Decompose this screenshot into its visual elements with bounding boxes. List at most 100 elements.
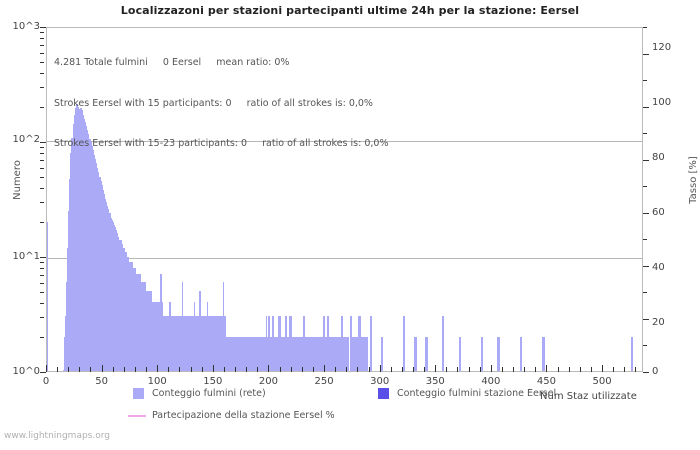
bar	[233, 336, 236, 371]
x-minor-tick	[201, 367, 203, 372]
bar	[122, 247, 124, 371]
bar	[144, 282, 147, 371]
bar	[293, 336, 297, 371]
legend-item-network[interactable]: Conteggio fulmini (rete)	[133, 388, 266, 399]
bar	[117, 233, 119, 371]
y-right-tick-40: 40	[652, 262, 665, 273]
x-minor-tick	[223, 367, 225, 372]
bar	[158, 302, 160, 371]
bar	[180, 316, 182, 371]
bar	[98, 172, 100, 371]
bar	[342, 336, 346, 371]
bar	[179, 316, 181, 371]
bar	[228, 336, 230, 371]
bar	[183, 316, 186, 371]
y-right-tick-120: 120	[652, 42, 672, 53]
bar	[90, 142, 92, 371]
bar	[166, 316, 168, 371]
bar	[137, 274, 139, 371]
bar	[309, 336, 312, 371]
x-tick-label: 0	[42, 376, 50, 387]
x-tick-mark	[490, 365, 492, 372]
bar	[336, 336, 339, 371]
x-minor-tick	[468, 367, 470, 372]
y-minor-tick	[40, 282, 44, 284]
bar	[132, 267, 134, 371]
bar	[216, 316, 218, 371]
y-minor-tick	[40, 262, 44, 264]
bar	[72, 123, 74, 371]
bar	[113, 224, 116, 371]
bar	[249, 336, 251, 371]
bar	[95, 162, 98, 371]
legend-label-station: Conteggio fulmini stazione Eersel	[397, 388, 557, 399]
bar	[192, 316, 194, 371]
bar	[351, 336, 354, 371]
x-minor-tick	[446, 367, 448, 372]
bar	[99, 176, 101, 371]
bar	[163, 316, 166, 371]
bar	[63, 336, 65, 371]
bar	[153, 302, 156, 371]
bar	[200, 316, 202, 371]
bar	[519, 336, 523, 371]
annotation-line-3: Strokes Eersel with 15-23 participants: …	[54, 138, 389, 149]
x-minor-tick	[457, 367, 459, 372]
x-minor-tick	[312, 367, 314, 372]
bar	[214, 316, 217, 371]
bar	[246, 336, 248, 371]
bar	[119, 239, 121, 371]
x-minor-tick	[624, 367, 626, 372]
bar	[148, 291, 150, 371]
bar	[142, 282, 144, 371]
x-tick-mark	[379, 365, 381, 372]
x-minor-tick	[290, 367, 292, 372]
bar	[300, 336, 303, 371]
bar	[70, 153, 72, 371]
bar	[241, 336, 243, 371]
bar	[100, 180, 102, 371]
bar	[230, 336, 232, 371]
bar	[305, 336, 308, 371]
bar	[135, 274, 138, 371]
bar	[164, 316, 167, 371]
bar	[181, 282, 183, 371]
y-minor-tick	[40, 32, 44, 34]
bar	[254, 336, 257, 371]
y-tick-1e2: 10^2	[12, 134, 40, 145]
bar	[222, 282, 225, 371]
y-right-minor-tick	[643, 133, 647, 135]
y-tick-1e3: 10^3	[12, 21, 40, 32]
gridline-1e1	[47, 258, 642, 259]
bar	[218, 316, 220, 371]
bar	[111, 219, 113, 371]
bar	[320, 336, 323, 371]
chart-title: Localizzazoni per stazioni partecipanti …	[120, 4, 580, 17]
bar	[151, 302, 153, 371]
bar	[316, 336, 319, 371]
bar	[184, 316, 187, 371]
bar	[541, 336, 545, 371]
bar	[77, 103, 79, 371]
bar	[267, 336, 269, 371]
y-minor-tick	[40, 302, 44, 304]
bar	[80, 107, 82, 371]
y-major-tick	[40, 372, 46, 373]
bar	[87, 130, 89, 371]
y-minor-tick	[40, 167, 44, 169]
bar	[206, 316, 208, 371]
x-tick-label: 300	[370, 376, 390, 387]
y-right-minor-tick	[643, 345, 647, 347]
bar	[291, 336, 294, 371]
bar	[147, 291, 149, 371]
x-tick-label: 500	[592, 376, 612, 387]
x-tick-label: 100	[147, 376, 167, 387]
y-major-tick	[40, 142, 46, 143]
legend-item-participation[interactable]: Partecipazione della stazione Eersel %	[128, 410, 335, 421]
bar	[365, 336, 368, 371]
bar	[425, 336, 428, 371]
bar	[152, 302, 154, 371]
legend-item-station[interactable]: Conteggio fulmini stazione Eersel	[378, 388, 556, 399]
bar	[240, 336, 242, 371]
bar	[131, 261, 133, 371]
